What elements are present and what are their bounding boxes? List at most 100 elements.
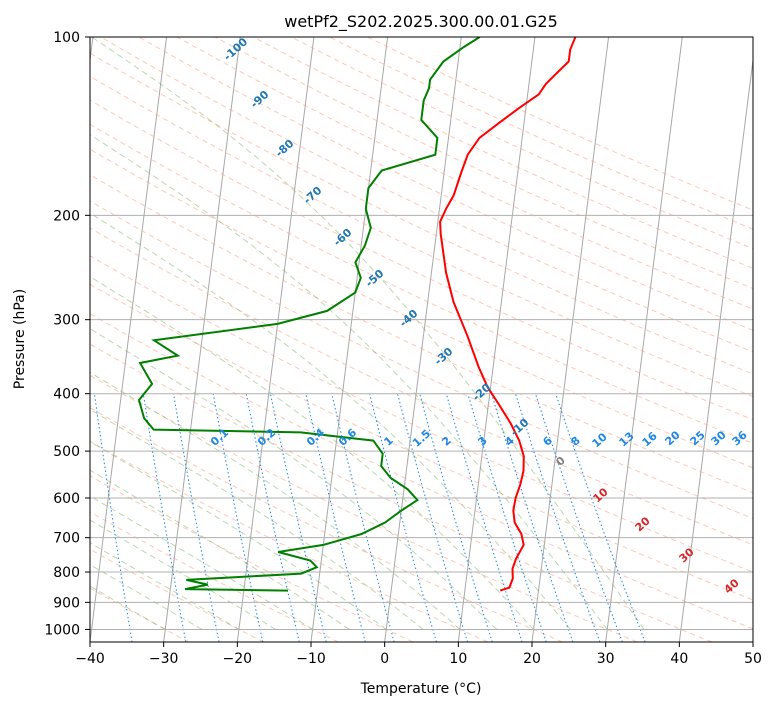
isotherm-label: -10: [508, 416, 532, 439]
y-tick-label: 200: [53, 208, 80, 224]
dry-adiabat: [90, 511, 339, 642]
moist-adiabat: [90, 276, 534, 630]
mixing-ratio-label: 36: [730, 428, 750, 448]
x-tick-label: −10: [296, 651, 326, 667]
mixing-ratio-label: 10: [590, 430, 610, 450]
isotherm-line: [236, 37, 315, 642]
moist-adiabat: [90, 519, 277, 630]
moist-adiabat: [90, 441, 387, 630]
dewpoint-line: [137, 37, 481, 592]
moist-adiabat: [90, 408, 424, 630]
mixing-ratio-label: 6: [540, 434, 555, 449]
y-tick-label: 100: [53, 30, 80, 46]
y-tick-label: 700: [53, 531, 80, 547]
mixing-ratio-line: [305, 393, 366, 642]
dry-adiabat: [90, 52, 753, 375]
isotherm-label: 30: [677, 545, 697, 565]
y-tick-label: 300: [53, 313, 80, 329]
isotherm-label: 40: [722, 576, 742, 596]
y-tick-label: 900: [53, 595, 80, 611]
mixing-ratio-label: 0.4: [304, 426, 327, 449]
moist-adiabat: [91, 37, 645, 630]
dry-adiabat: [90, 475, 414, 642]
moist-adiabat: [90, 495, 313, 630]
mixing-ratio-line: [515, 393, 601, 642]
isotherm-label: -80: [273, 137, 297, 160]
mixing-ratio-line: [93, 393, 133, 642]
mixing-ratio-label: 30: [709, 428, 729, 448]
dry-adiabat: [90, 283, 753, 601]
y-axis: 100 200 300 400 500 600 700 800 900 1000: [44, 30, 90, 638]
mixing-ratio-label: 0.6: [336, 426, 359, 449]
isotherm-label: -50: [363, 267, 387, 290]
x-tick-label: 40: [670, 651, 688, 667]
mixing-ratio-label: 0.2: [255, 426, 278, 449]
y-axis-label: Pressure (hPa): [12, 289, 28, 389]
x-tick-label: 50: [744, 651, 762, 667]
isotherm-label: -40: [397, 307, 421, 330]
isotherm-line: [457, 37, 536, 642]
x-axis-label: Temperature (°C): [360, 681, 482, 697]
moist-adiabat: [90, 564, 203, 630]
isotherm-line: [163, 37, 241, 642]
x-tick-label: 20: [523, 651, 541, 667]
dry-adiabat: [90, 407, 563, 642]
y-tick-label: 600: [53, 491, 80, 507]
dry-adiabat: [214, 37, 753, 290]
x-tick-label: −40: [75, 651, 105, 667]
dry-adiabat: [90, 374, 638, 642]
isotherm-line: [678, 56, 753, 642]
x-tick-label: 10: [449, 651, 467, 667]
dry-adiabat: [90, 227, 753, 546]
y-tick-label: 800: [53, 565, 80, 581]
isotherm-label: -30: [432, 345, 456, 368]
moist-adiabat: [90, 328, 498, 630]
mixing-ratio-line: [212, 393, 264, 642]
dry-adiabat: [90, 440, 488, 642]
dry-adiabat: [90, 548, 264, 642]
temperature-line: [439, 37, 577, 592]
x-tick-label: −20: [223, 651, 253, 667]
mixing-ratio-label: 20: [663, 428, 683, 448]
moist-adiabat: [90, 371, 461, 630]
isotherm-label: -100: [221, 35, 250, 63]
mixing-ratio-line: [269, 393, 327, 642]
mixing-ratio-label: 0.1: [208, 426, 231, 449]
mixing-ratio-line: [369, 393, 437, 642]
mixing-ratio-line: [245, 393, 300, 642]
dry-adiabat: [90, 99, 753, 421]
mixing-ratio-line: [173, 393, 220, 642]
moist-adiabat: [90, 542, 240, 630]
mixing-ratio-line: [397, 393, 468, 642]
isotherm-line: [384, 37, 462, 642]
isotherm-label: -60: [331, 226, 355, 249]
moist-adiabat: [90, 212, 571, 630]
background-lines: [90, 37, 753, 642]
mixing-ratio-label: 16: [640, 429, 660, 449]
x-tick-label: 0: [380, 651, 389, 667]
mixing-ratio-line: [445, 393, 523, 642]
mixing-ratio-line: [331, 393, 395, 642]
mixing-ratio-line: [419, 393, 493, 642]
chart-title: wetPf2_S202.2025.300.00.01.G25: [284, 12, 558, 32]
isotherm-label: -20: [470, 381, 494, 404]
x-axis: −40 −30 −20 −10 0 10 20 30 40 50: [75, 642, 762, 667]
profile-series: [137, 37, 577, 592]
dry-adiabat: [90, 75, 753, 398]
y-tick-label: 400: [53, 387, 80, 403]
mixing-ratio-label: 2: [439, 434, 453, 449]
isotherm-line: [90, 37, 168, 642]
dry-adiabat: [90, 174, 753, 494]
dry-adiabat: [90, 200, 753, 520]
x-tick-label: −30: [149, 651, 179, 667]
y-tick-label: 1000: [44, 622, 80, 638]
mixing-ratio-label: 3: [475, 434, 489, 449]
isotherm-line: [605, 37, 683, 642]
mixing-ratio-line: [142, 393, 187, 642]
dry-adiabat: [138, 37, 753, 331]
y-tick-label: 500: [53, 444, 80, 460]
mixing-ratio-line: [467, 393, 547, 642]
dry-adiabat: [90, 313, 753, 630]
dry-adiabat: [90, 148, 753, 469]
